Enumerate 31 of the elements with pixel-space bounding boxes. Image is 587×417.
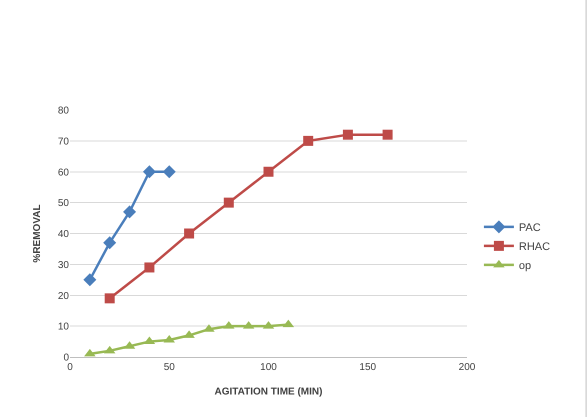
x-axis-title: AGITATION TIME (MIN): [214, 386, 322, 398]
y-tick-label: 60: [58, 167, 70, 178]
point: [162, 165, 176, 178]
point: [382, 130, 393, 140]
y-axis-title: %REMOVAL: [32, 204, 43, 263]
x-tick-label: 200: [458, 362, 476, 373]
point: [342, 130, 353, 140]
point: [264, 166, 274, 177]
y-tick-label: 70: [58, 136, 70, 148]
x-tick-label: 100: [260, 362, 278, 373]
y-tick-label: 80: [58, 106, 70, 116]
x-tick-label: 150: [359, 362, 377, 373]
point: [142, 165, 156, 178]
point: [184, 228, 194, 238]
y-tick-label: 10: [58, 322, 70, 333]
y-tick-label: 40: [58, 229, 70, 240]
legend-label: op: [518, 260, 532, 272]
legend-label: RHAC: [518, 241, 550, 254]
legend-label: PAC: [518, 222, 541, 234]
point: [224, 198, 234, 208]
y-tick-label: 50: [58, 198, 70, 210]
y-tick-label: 30: [58, 260, 70, 271]
point: [144, 262, 154, 272]
point: [104, 293, 115, 304]
y-tick-label: 20: [58, 290, 70, 302]
point: [123, 205, 136, 218]
point: [103, 236, 116, 250]
y-tick-label: 0: [63, 352, 70, 364]
point: [83, 273, 96, 286]
point: [303, 136, 314, 146]
x-tick-label: 50: [164, 362, 176, 373]
